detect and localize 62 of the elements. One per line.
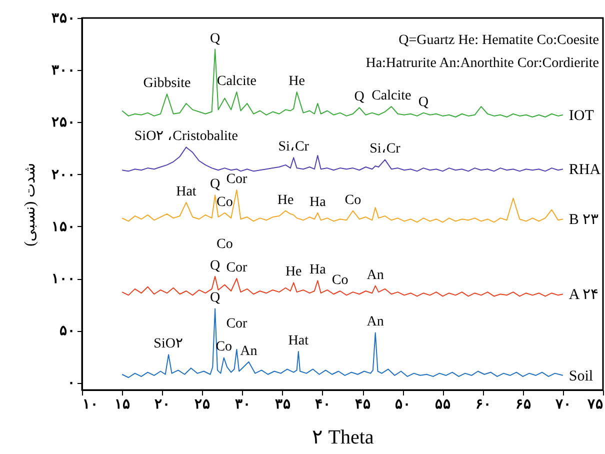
series-label: RHA [568, 162, 601, 178]
annotation: Q [210, 258, 220, 274]
series-label: IOT [568, 108, 594, 124]
y-tick-label: ۱۰۰ [52, 272, 76, 288]
series-label: B ۲۳ [568, 212, 599, 228]
annotation: Q [418, 94, 429, 110]
x-tick-label: ۴۰ [314, 398, 331, 412]
x-tick-label: ۷۰ [554, 398, 572, 412]
y-axis-title: شدت (نسبی) [22, 162, 38, 246]
x-tick-label: ۱۰ [82, 398, 98, 412]
x-tick-label: ۷۵ [586, 398, 604, 412]
annotation: Ha [309, 194, 327, 210]
annotation: Calcite [216, 74, 257, 89]
x-tick-label: ۶۵ [515, 398, 532, 412]
annotation: Si،Cr [278, 140, 310, 155]
x-tick-label: ۵۰ [395, 398, 412, 412]
annotation: He [285, 264, 302, 280]
x-axis-title: ۲ Theta [312, 426, 374, 448]
annotation: Q [210, 31, 220, 46]
y-tick-label: ۳۵۰ [52, 12, 76, 26]
x-tick-label: ۲۵ [194, 398, 211, 412]
annotation: Q [210, 290, 220, 306]
annotation: SiO۲ [154, 336, 184, 352]
y-tick-label: ۵۰ [60, 324, 76, 340]
annotation: An [366, 268, 384, 283]
annotation: Ha:Hatrurite An:Anorthite Cor:Cordierite [366, 56, 599, 71]
annotation: Q=Guartz He: Hematite Co:Coesite [398, 33, 599, 48]
annotation: Cor [226, 260, 248, 276]
x-tick-label: ۶۰ [475, 398, 492, 412]
annotation: Gibbsite [143, 76, 191, 92]
annotation: An [366, 314, 384, 330]
y-tick-label: ۱۵۰ [52, 220, 76, 235]
annotation: Q [210, 177, 220, 192]
y-tick-label: ۲۰۰ [52, 168, 76, 183]
annotation: Co [332, 273, 348, 288]
annotation: Co [344, 192, 362, 208]
annotation: Q [354, 90, 364, 105]
series-label: A ۲۴ [568, 287, 599, 304]
x-tick-label: ۱۵ [114, 398, 131, 412]
x-tick-label: ۵۵ [435, 398, 452, 412]
line-series [122, 308, 564, 378]
annotation: Cor [226, 172, 248, 187]
annotation: An [240, 344, 258, 359]
annotation: Hat [288, 333, 309, 348]
x-tick-label: ۳۵ [274, 398, 291, 412]
annotation: Co [216, 236, 233, 252]
annotation: SiO۲ ،Cristobalite [134, 129, 238, 144]
y-tick-label: ۰ [68, 376, 76, 392]
annotation: Ha [309, 262, 327, 278]
y-tick-label: ۳۰۰ [52, 64, 76, 79]
annotation: Si،Cr [370, 142, 401, 157]
y-tick-label: ۲۵۰ [52, 116, 76, 131]
annotation: He [277, 192, 294, 208]
x-tick-label: ۳۰ [234, 398, 251, 412]
annotation: Hat [176, 184, 196, 200]
annotation: He [288, 74, 305, 89]
annotation: Calcite [372, 88, 412, 104]
x-tick-label: ۴۵ [355, 398, 372, 412]
x-tick-label: ۲۰ [154, 398, 171, 412]
annotation: Cor [226, 316, 248, 332]
series-label: Soil [568, 368, 594, 384]
annotation: Co [216, 194, 233, 210]
